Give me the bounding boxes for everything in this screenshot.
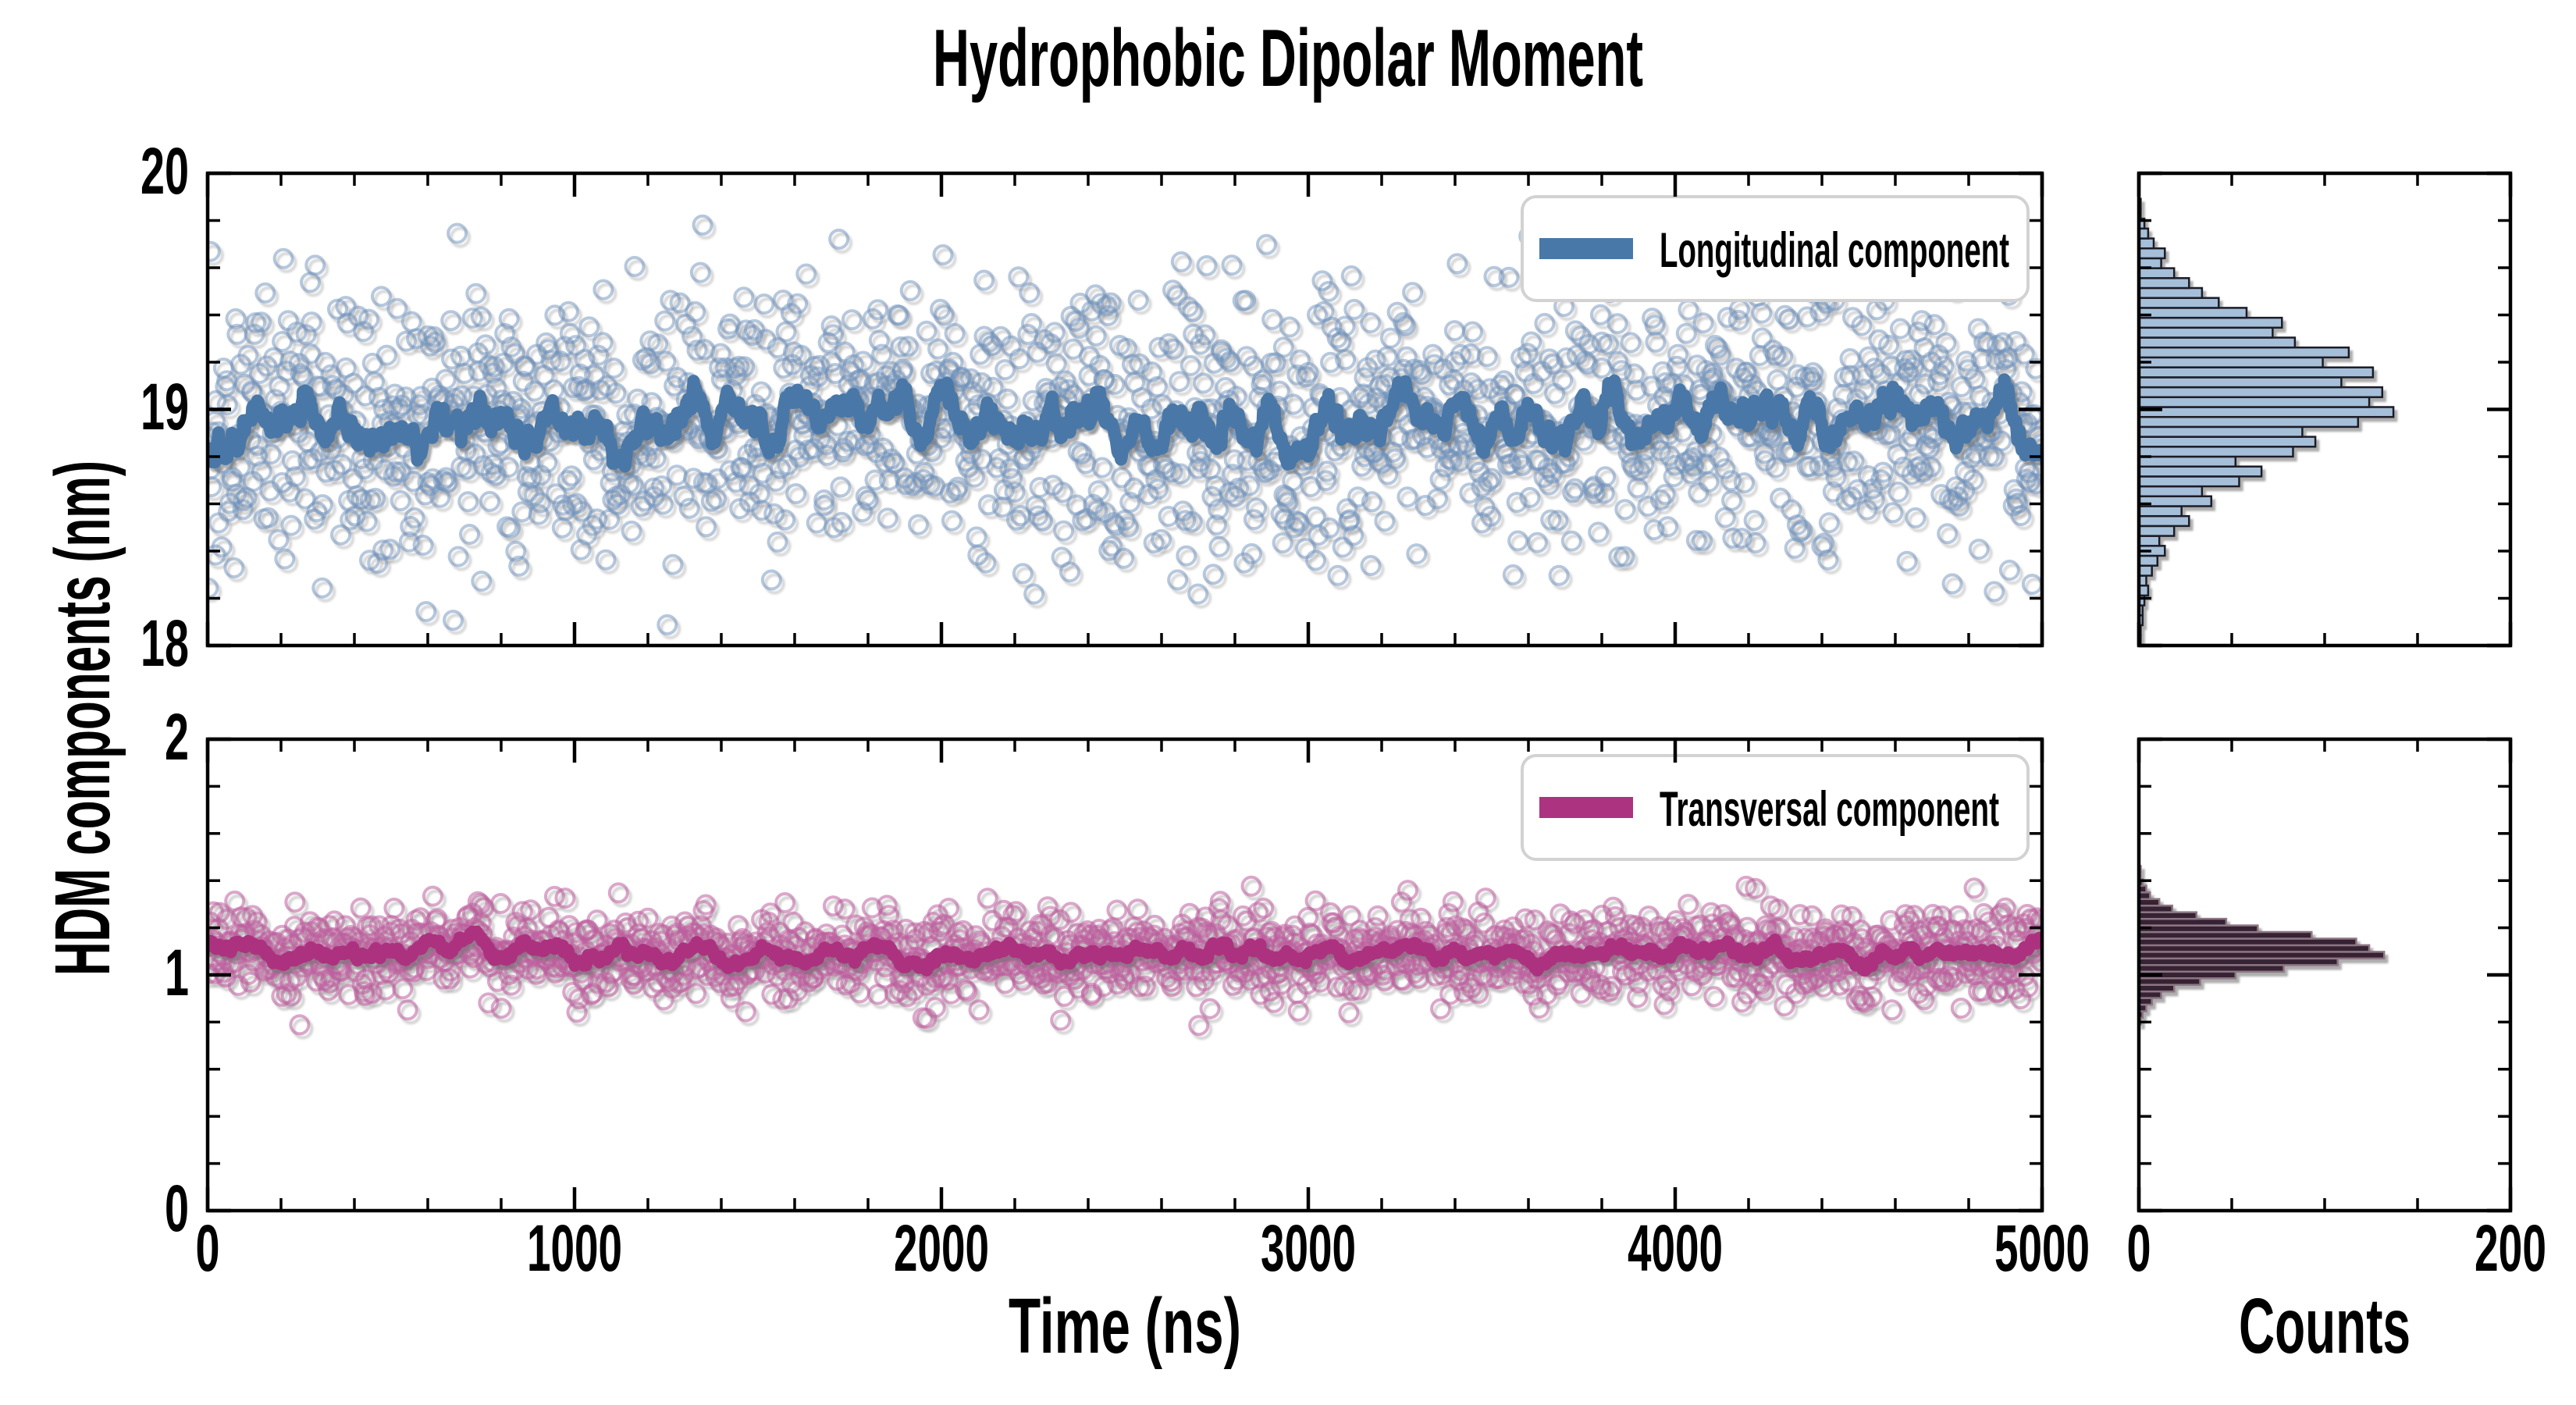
x-tick-label-5: 5000 [1994, 1211, 2090, 1285]
data-layers [208, 197, 2395, 1037]
chart-title: Hydrophobic Dipolar Moment [933, 13, 1643, 104]
longitudinal-line [208, 373, 2042, 473]
longitudinal-histogram [2139, 197, 2395, 646]
transversal-histogram [2139, 865, 2386, 1026]
panel-frame [205, 737, 2044, 1213]
legend-transversal: Transversal component [1521, 754, 2030, 861]
bottom-y-tick-label-0: 0 [165, 1172, 189, 1245]
counts-tick-label-0: 0 [2127, 1211, 2151, 1285]
legend-swatch-longitudinal [1539, 238, 1633, 259]
top-y-tick-label-20: 20 [141, 134, 189, 208]
y-axis-label: HDM components (nm) [39, 461, 126, 976]
bottom-y-tick-label-2: 2 [165, 700, 189, 774]
counts-axis-label: Counts [2239, 1282, 2411, 1370]
bottom-y-tick-label-1: 1 [165, 936, 189, 1009]
top-y-tick-label-18: 18 [141, 606, 189, 680]
legend-box [1521, 195, 2030, 302]
panel-frame [2137, 171, 2513, 648]
transversal-line [208, 923, 2042, 977]
x-tick-label-1: 1000 [527, 1211, 622, 1285]
counts-tick-label-200: 200 [2475, 1211, 2546, 1285]
panel-frame [205, 171, 2044, 648]
legend-label-longitudinal: Longitudinal component [1660, 223, 2009, 278]
legend-box [1521, 754, 2030, 861]
legend-swatch-transversal [1539, 797, 1633, 818]
x-tick-label-2: 2000 [894, 1211, 989, 1285]
panel-frame [2137, 737, 2513, 1213]
panel-frames [205, 171, 2513, 1213]
top-y-tick-label-19: 19 [141, 370, 189, 443]
x-axis-label: Time (ns) [1009, 1282, 1241, 1370]
x-tick-label-0: 0 [196, 1211, 220, 1285]
legend-longitudinal: Longitudinal component [1521, 195, 2030, 302]
x-tick-label-3: 3000 [1261, 1211, 1356, 1285]
legend-label-transversal: Transversal component [1660, 782, 1999, 837]
x-tick-label-4: 4000 [1628, 1211, 1723, 1285]
